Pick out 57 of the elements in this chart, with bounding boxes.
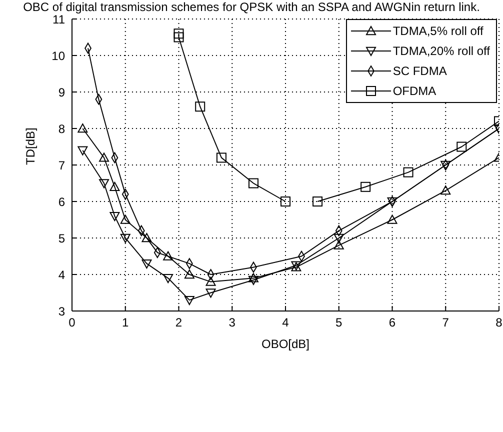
x-tick-label: 6	[388, 316, 396, 330]
x-tick-label: 5	[336, 316, 343, 330]
x-tick-label: 8	[496, 316, 503, 330]
x-tick-label: 3	[228, 316, 236, 330]
point	[78, 124, 88, 133]
point	[120, 214, 130, 224]
legend-label: SC FDMA	[392, 64, 447, 78]
point	[184, 296, 194, 306]
point	[110, 182, 120, 191]
y-tick-label: 3	[58, 304, 66, 318]
point	[99, 152, 110, 162]
y-tick-label: 7	[58, 158, 66, 172]
point	[195, 102, 206, 112]
point	[387, 214, 398, 224]
point	[280, 196, 290, 206]
point	[174, 28, 184, 39]
y-tick-label: 10	[52, 48, 66, 63]
y-tick-label: 9	[58, 85, 66, 100]
x-tick-label: 7	[442, 316, 450, 330]
point	[163, 274, 174, 284]
point	[334, 240, 344, 250]
point	[312, 196, 323, 206]
legend-label: TDMA,5% roll off	[392, 24, 484, 38]
chart-title: OBC of digital transmission schemes for QPSK with an SSPA and AWGNin return link.	[22, 0, 481, 14]
point	[163, 251, 174, 260]
point	[334, 234, 344, 243]
x-tick-label: 4	[282, 316, 290, 330]
point	[184, 270, 194, 279]
point	[403, 167, 414, 178]
point	[216, 152, 226, 163]
legend-label: TDMA,20% roll off	[392, 44, 490, 58]
point	[456, 142, 467, 152]
point	[142, 259, 152, 269]
point	[99, 179, 110, 188]
x-tick-label: 1	[122, 316, 130, 330]
x-axis-title: OBO[dB]	[261, 337, 310, 351]
point	[142, 233, 152, 242]
x-tick-label: 2	[175, 316, 182, 330]
point	[248, 276, 258, 285]
x-tick-label: 0	[68, 316, 76, 330]
y-tick-label: 5	[58, 231, 66, 246]
point	[248, 273, 258, 282]
point	[110, 212, 120, 222]
legend-label: OFDMA	[392, 84, 436, 98]
point	[248, 178, 258, 188]
point	[120, 234, 130, 243]
point	[174, 32, 184, 42]
y-tick-label: 11	[52, 12, 66, 26]
point	[360, 182, 371, 192]
y-tick-label: 8	[58, 122, 66, 136]
y-tick-label: 4	[58, 268, 66, 282]
point	[206, 276, 216, 286]
point	[78, 146, 88, 156]
y-tick-label: 6	[58, 194, 66, 209]
point	[206, 288, 216, 298]
y-axis-title: TD[dB]	[23, 128, 38, 165]
point	[440, 186, 451, 195]
